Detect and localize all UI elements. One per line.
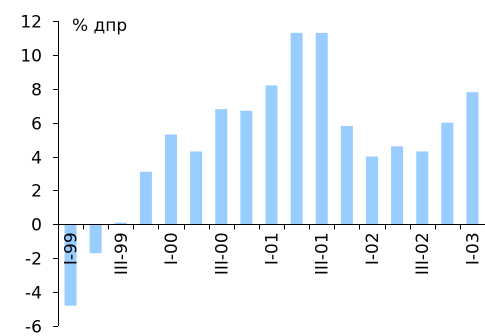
bar-IV-99 (139, 171, 152, 225)
bar-IV-02 (441, 122, 454, 225)
x-tick-label: I-02 (363, 232, 383, 265)
bar-III-02 (416, 151, 429, 225)
bar-I-01 (265, 85, 278, 225)
y-tick-label: 10 (20, 47, 42, 67)
bar-IV-00 (240, 110, 253, 225)
y-tick-label: 0 (31, 216, 42, 236)
bar-II-99 (89, 224, 102, 254)
y-axis: 12 10 8 6 4 2 0 -2 -4 -6 (20, 13, 59, 336)
x-tick-label: III-99 (112, 232, 132, 275)
y-tick-label: -4 (25, 284, 42, 304)
y-tick-label: 12 (20, 13, 42, 33)
y-tick-label: 4 (31, 149, 42, 169)
y-tick-label: -2 (25, 250, 42, 270)
bar-II-02 (391, 146, 404, 225)
x-tick-label: III-00 (212, 232, 232, 275)
x-tick-label: I-00 (162, 232, 182, 265)
bar-III-99 (114, 222, 127, 225)
unit-label: % дпр (72, 16, 127, 36)
bar-II-00 (190, 151, 203, 225)
bar-I-03 (466, 92, 479, 225)
x-axis: I-99 III-99 I-00 III-00 I-01 III-01 I-02 III-02… (58, 224, 485, 275)
x-tick-label: III-01 (313, 232, 333, 275)
x-tick-label: III-02 (413, 232, 433, 275)
y-tick-label: 2 (31, 182, 42, 202)
bar-I-02 (365, 156, 378, 225)
y-tick-label: -6 (25, 318, 42, 336)
bar-II-01 (290, 32, 303, 225)
bar-I-99 (64, 224, 77, 306)
bar-III-01 (315, 32, 328, 225)
bar-IV-01 (340, 126, 353, 225)
x-tick-label: I-01 (263, 232, 283, 265)
bar-I-00 (165, 134, 178, 225)
y-tick-label: 6 (31, 115, 42, 135)
y-tick-label: 8 (31, 81, 42, 101)
x-tick-label: I-99 (62, 232, 82, 265)
bars-group (64, 32, 479, 306)
bar-III-00 (215, 109, 228, 225)
x-tick-label: I-03 (463, 232, 483, 265)
